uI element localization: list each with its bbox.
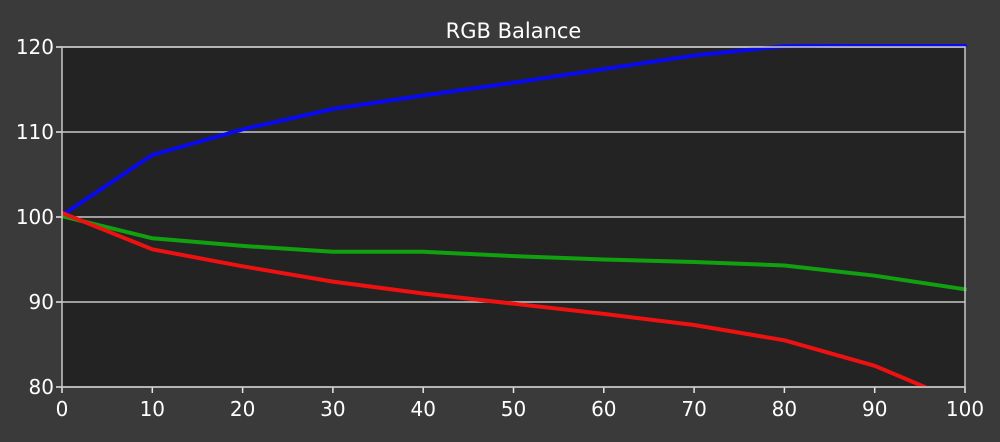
x-tick-label: 70: [681, 397, 706, 421]
tick-labels: 80 90 100 110 120 0 10 20 30 40 50 60 70 80 90 100: [16, 35, 984, 421]
series-lines: [62, 44, 967, 387]
x-tick-label: 0: [56, 397, 69, 421]
y-tick-label: 110: [16, 120, 54, 144]
chart-title: RGB Balance: [446, 19, 582, 43]
y-tick-label: 100: [16, 205, 54, 229]
series-line-2: [62, 210, 930, 387]
x-tick-label: 20: [230, 397, 255, 421]
y-tick-label: 80: [29, 375, 54, 399]
y-tick-label: 120: [16, 35, 54, 59]
x-tick-label: 40: [410, 397, 435, 421]
series-line-0: [62, 44, 967, 218]
axes: [56, 46, 966, 393]
x-tick-label: 100: [946, 397, 984, 421]
series-line-1: [62, 214, 967, 292]
x-tick-label: 60: [591, 397, 616, 421]
plot-frame: [61, 46, 966, 388]
x-tick-label: 80: [772, 397, 797, 421]
x-tick-label: 90: [862, 397, 887, 421]
y-tick-label: 90: [29, 290, 54, 314]
x-tick-label: 10: [140, 397, 165, 421]
x-tick-label: 50: [501, 397, 526, 421]
x-tick-label: 30: [320, 397, 345, 421]
